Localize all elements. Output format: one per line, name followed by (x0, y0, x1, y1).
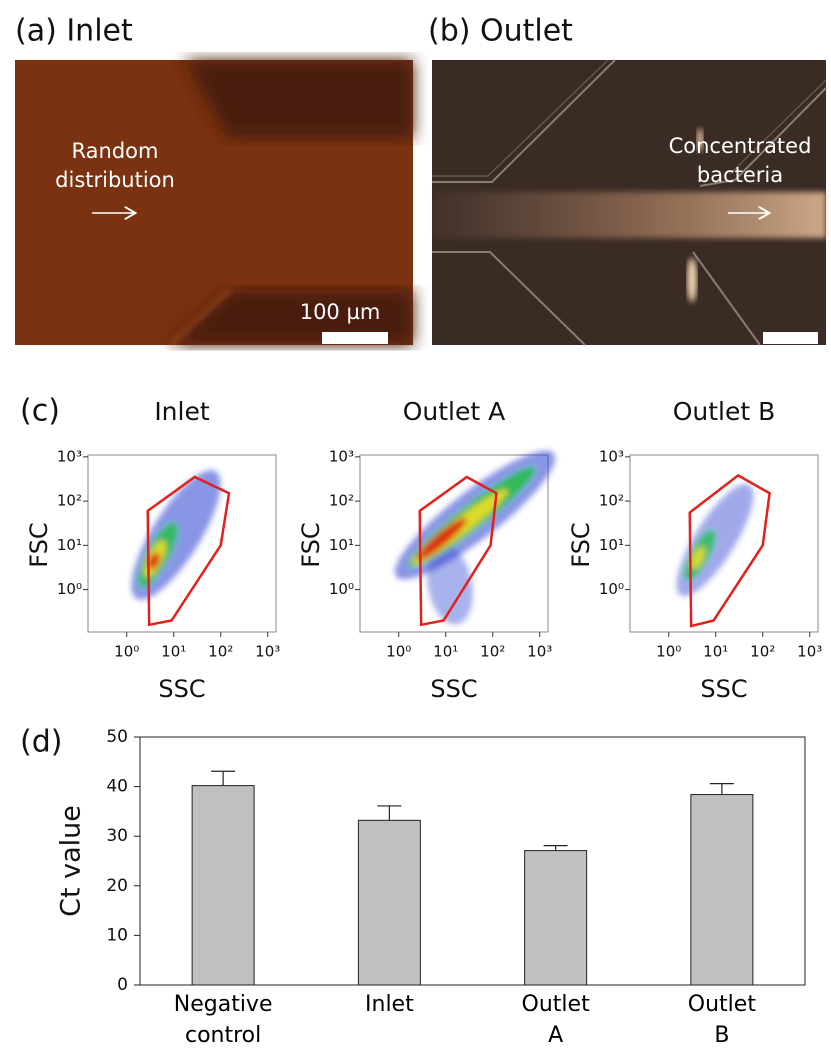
y-tick-label: 10 (106, 925, 128, 945)
bar (525, 851, 587, 985)
y-tick-label: 10² (329, 492, 354, 510)
panel-label: (a) Inlet (15, 14, 133, 49)
y-axis-label: FSC (567, 522, 595, 567)
scale-bar-label: 100 µm (300, 300, 381, 324)
x-tick-label: Outlet A (522, 990, 590, 1052)
plot-title: Outlet B (673, 397, 776, 426)
plot-title: Inlet (154, 397, 210, 426)
y-tick-label: 10⁰ (329, 580, 354, 598)
x-axis-label: SSC (430, 675, 477, 703)
plot-title: Outlet A (403, 397, 506, 426)
figure: (a) Inlet 100 µm (b) Outlet (c) Inlet 10⁰… (0, 0, 831, 1053)
x-tick-label: 10⁰ (386, 643, 411, 661)
x-tick-label: 10⁰ (656, 643, 681, 661)
y-axis-label: FSC (25, 522, 53, 567)
y-tick-label: 10¹ (599, 536, 624, 554)
y-tick-label: 20 (106, 876, 128, 896)
annotation: Random distribution (55, 137, 175, 196)
y-tick-label: 10⁰ (57, 580, 82, 598)
panel-label: (d) (20, 725, 62, 760)
x-tick-label: 10¹ (703, 643, 728, 661)
bar (192, 786, 254, 985)
x-tick-label: 10³ (797, 643, 822, 661)
y-tick-label: 0 (117, 975, 128, 995)
x-tick-label: Negative control (174, 990, 273, 1052)
annotation: Concentrated bacteria (669, 132, 812, 191)
y-tick-label: 10³ (329, 447, 354, 465)
y-tick-label: 10² (599, 492, 624, 510)
x-tick-label: Inlet (365, 990, 414, 1021)
y-tick-label: 10¹ (329, 536, 354, 554)
x-tick-label: 10³ (527, 643, 552, 661)
x-tick-label: 10⁰ (114, 643, 139, 661)
x-tick-label: 10² (480, 643, 505, 661)
bar (358, 820, 420, 985)
outlet-micrograph (432, 60, 826, 345)
panel-label: (b) Outlet (428, 14, 573, 49)
y-axis-label: Ct value (56, 805, 87, 917)
y-tick-label: 10⁰ (599, 580, 624, 598)
x-tick-label: 10² (208, 643, 233, 661)
y-tick-label: 30 (106, 826, 128, 846)
y-axis-label: FSC (297, 522, 325, 567)
bar (691, 795, 753, 985)
x-tick-label: 10² (750, 643, 775, 661)
x-tick-label: 10¹ (161, 643, 186, 661)
x-tick-label: 10³ (255, 643, 280, 661)
y-tick-label: 50 (106, 727, 128, 747)
y-tick-label: 10¹ (57, 536, 82, 554)
y-tick-label: 40 (106, 777, 128, 797)
y-tick-label: 10³ (57, 447, 82, 465)
y-tick-label: 10² (57, 492, 82, 510)
y-tick-label: 10³ (599, 447, 624, 465)
panel-label: (c) (20, 394, 60, 429)
x-tick-label: Outlet B (688, 990, 756, 1052)
x-axis-label: SSC (158, 675, 205, 703)
x-tick-label: 10¹ (433, 643, 458, 661)
x-axis-label: SSC (700, 675, 747, 703)
